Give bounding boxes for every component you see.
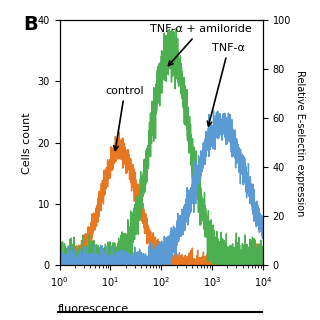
Text: TNF-α + amiloride: TNF-α + amiloride	[150, 24, 252, 66]
Text: fluorescence: fluorescence	[58, 304, 129, 314]
Text: control: control	[106, 85, 144, 150]
Text: B: B	[23, 15, 38, 34]
Y-axis label: Relative E-selectin expression: Relative E-selectin expression	[295, 69, 305, 216]
Text: TNF-α: TNF-α	[207, 43, 245, 126]
Y-axis label: Cells count: Cells count	[22, 112, 32, 173]
